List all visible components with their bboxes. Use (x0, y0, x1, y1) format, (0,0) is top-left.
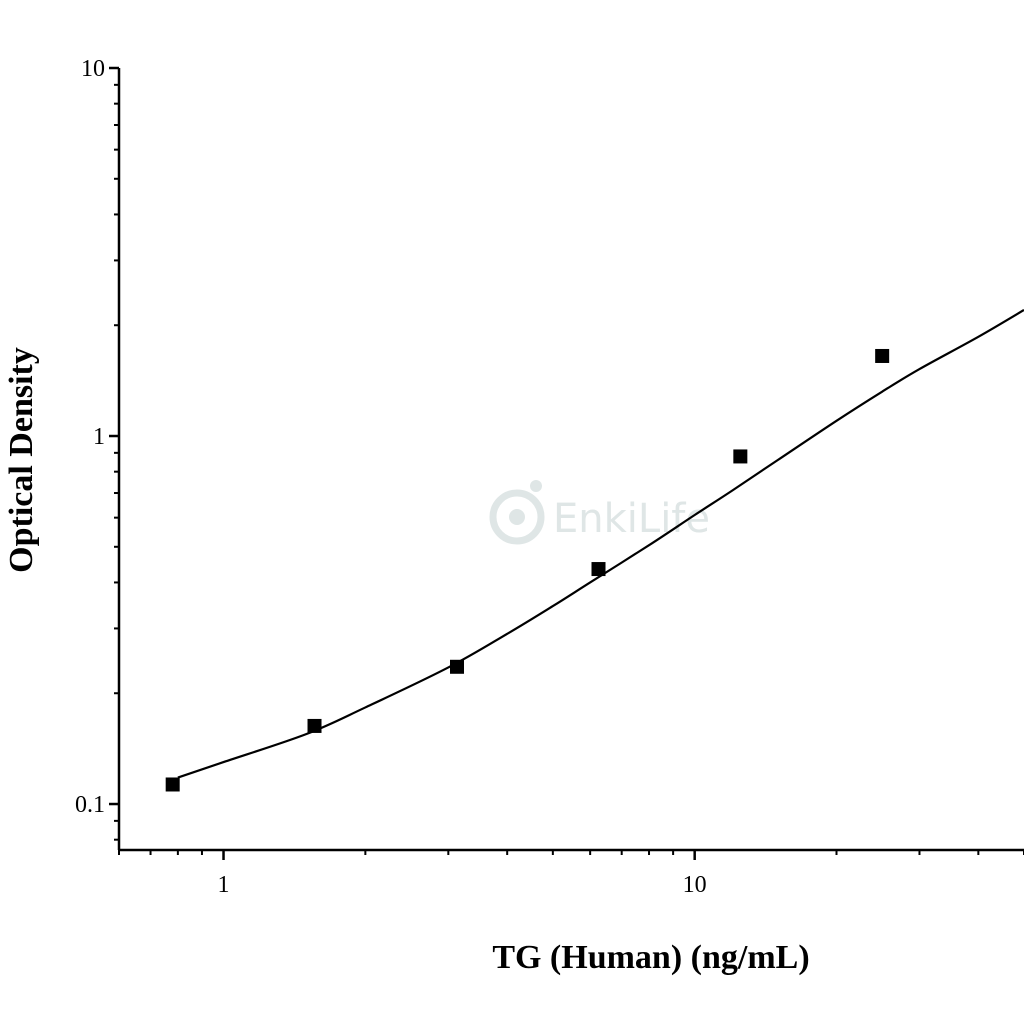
axes (117, 68, 1024, 852)
x-tick-label: 1 (218, 872, 230, 898)
watermark: EnkiLife (489, 480, 710, 545)
data-point (165, 777, 180, 792)
y-tick-label: 10 (81, 56, 105, 82)
data-point (875, 348, 890, 363)
enkilife-logo-icon (489, 480, 545, 545)
x-axis-title: TG (Human) (ng/mL) (492, 939, 809, 976)
watermark-text: EnkiLife (553, 496, 710, 542)
data-point (307, 718, 322, 733)
x-ticks: 1 10 (118, 850, 1024, 898)
y-axis-title: Optical Density (3, 347, 40, 573)
data-points-layer (165, 348, 890, 792)
y-tick-label: 1 (93, 424, 105, 450)
y-tick-label: 0.1 (75, 792, 105, 818)
data-point (733, 449, 748, 464)
data-point (591, 562, 606, 577)
data-point (450, 659, 465, 674)
fit-curve (177, 309, 1024, 779)
fit-curve-layer (177, 309, 1024, 779)
y-ticks: 0.1 1 10 (75, 56, 119, 841)
x-tick-label: 10 (683, 872, 707, 898)
